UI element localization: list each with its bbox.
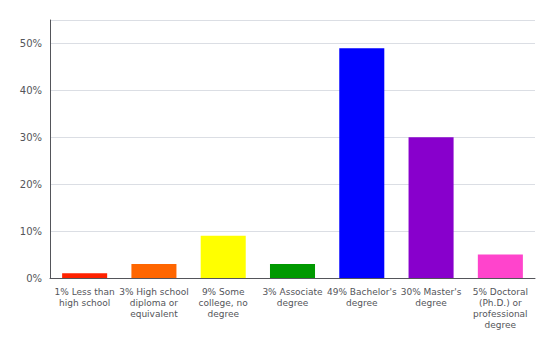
svg-text:10%: 10%	[20, 226, 42, 237]
svg-text:40%: 40%	[20, 85, 42, 96]
svg-text:49% Bachelor's: 49% Bachelor's	[327, 287, 397, 297]
svg-text:3% Associate: 3% Associate	[262, 287, 323, 297]
svg-text:equivalent: equivalent	[130, 309, 178, 319]
svg-text:9% Some: 9% Some	[202, 287, 245, 297]
svg-text:3% High school: 3% High school	[119, 287, 189, 297]
svg-text:professional: professional	[473, 309, 528, 319]
svg-text:degree: degree	[346, 298, 378, 308]
svg-text:5% Doctoral: 5% Doctoral	[473, 287, 528, 297]
svg-text:1% Less than: 1% Less than	[55, 287, 115, 297]
svg-text:degree: degree	[485, 320, 517, 330]
svg-text:0%: 0%	[26, 273, 42, 284]
svg-text:50%: 50%	[20, 38, 42, 49]
svg-text:college, no: college, no	[199, 298, 249, 308]
svg-text:diploma or: diploma or	[130, 298, 179, 308]
svg-text:high school: high school	[59, 298, 110, 308]
svg-text:degree: degree	[207, 309, 239, 319]
svg-text:(Ph.D.) or: (Ph.D.) or	[479, 298, 522, 308]
svg-text:degree: degree	[277, 298, 309, 308]
svg-text:20%: 20%	[20, 179, 42, 190]
svg-text:30%: 30%	[20, 132, 42, 143]
svg-text:degree: degree	[415, 298, 447, 308]
svg-text:30% Master's: 30% Master's	[401, 287, 462, 297]
